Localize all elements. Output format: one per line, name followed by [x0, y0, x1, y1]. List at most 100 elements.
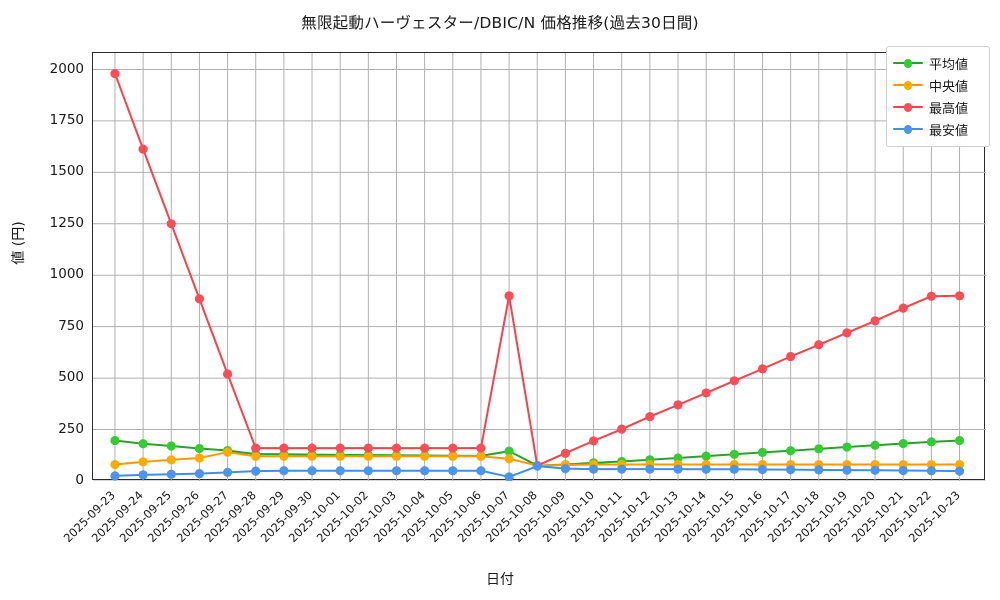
data-point: [645, 411, 655, 422]
data-point: [222, 369, 233, 379]
data-point: [110, 459, 120, 470]
data-point: [391, 451, 402, 461]
data-point: [560, 448, 570, 458]
data-point: [729, 464, 739, 474]
legend-item-1[interactable]: 中央値: [893, 74, 983, 96]
data-point: [532, 461, 542, 471]
legend-item-3[interactable]: 最安値: [893, 118, 983, 140]
y-tick-label: 1250: [49, 214, 84, 231]
y-tick-label: 1000: [49, 266, 84, 283]
y-tick-label: 0: [75, 472, 84, 488]
data-point: [363, 466, 373, 476]
data-point: [194, 453, 205, 463]
data-point: [588, 464, 599, 474]
data-point: [954, 466, 965, 476]
legend-item-2[interactable]: 最高値: [893, 96, 983, 118]
data-point: [814, 465, 824, 475]
data-point: [138, 144, 148, 154]
data-point: [110, 471, 120, 481]
data-point: [786, 465, 796, 475]
legend-marker-icon: [893, 78, 923, 92]
data-point: [166, 219, 176, 229]
data-point: [954, 459, 965, 470]
data-point: [391, 466, 402, 476]
data-point: [954, 435, 965, 446]
legend-marker-icon: [893, 100, 923, 114]
data-point: [617, 424, 627, 434]
legend-dot: [904, 103, 913, 112]
plot-svg: [93, 53, 986, 481]
data-point: [420, 451, 430, 461]
data-point: [870, 465, 880, 475]
data-point: [701, 464, 711, 474]
data-point: [898, 438, 908, 449]
data-point: [870, 316, 880, 326]
data-point: [307, 443, 317, 453]
data-point: [729, 449, 739, 459]
data-point: [954, 291, 965, 301]
data-point: [617, 464, 627, 474]
legend-marker-icon: [893, 56, 923, 70]
data-point: [476, 466, 486, 476]
data-point: [757, 447, 768, 457]
data-point: [645, 464, 655, 474]
data-point: [786, 446, 796, 456]
data-point: [729, 376, 739, 386]
y-tick-label: 250: [58, 420, 84, 437]
x-axis-tick-labels: 2025-09-23 2025-09-24 2025-09-25 2025-09-26…: [0, 480, 1000, 570]
legend-label: 中央値: [929, 79, 969, 95]
data-point: [814, 444, 824, 454]
data-point: [138, 439, 148, 449]
x-axis-label: 日付: [486, 572, 514, 588]
data-point: [335, 451, 345, 461]
data-point: [194, 443, 205, 454]
data-point: [673, 400, 683, 410]
data-point: [842, 442, 852, 452]
data-point: [701, 451, 711, 461]
data-point: [673, 464, 683, 474]
data-point: [757, 464, 768, 475]
data-point: [363, 443, 373, 453]
data-point: [870, 440, 880, 450]
data-point: [279, 443, 289, 453]
legend-label: 最安値: [929, 123, 969, 139]
data-point: [504, 291, 514, 301]
data-point: [420, 466, 430, 476]
data-point: [279, 451, 289, 461]
data-point: [420, 443, 430, 453]
data-point: [166, 469, 176, 479]
legend-label: 平均値: [929, 57, 969, 73]
data-point: [448, 451, 458, 461]
data-point: [701, 388, 711, 398]
data-point: [251, 443, 261, 453]
y-axis-tick-labels: 0 250 500 750 1000 1250 1500 1750 2000: [20, 52, 84, 489]
data-point: [673, 453, 683, 463]
data-point: [898, 303, 908, 313]
legend-marker-icon: [893, 122, 923, 136]
data-point: [166, 441, 176, 451]
data-point: [279, 466, 289, 476]
data-point: [194, 468, 205, 479]
data-point: [814, 340, 824, 350]
data-point: [588, 436, 599, 446]
legend-item-0[interactable]: 平均値: [893, 52, 983, 74]
data-point: [335, 466, 345, 476]
y-tick-label: 500: [58, 369, 84, 386]
y-tick-label: 1750: [49, 111, 84, 128]
data-point: [476, 451, 486, 461]
legend-dot: [904, 125, 913, 134]
data-point: [448, 466, 458, 476]
data-series-layer: [110, 68, 965, 481]
data-point: [842, 328, 852, 338]
data-point: [926, 437, 936, 447]
data-point: [110, 68, 120, 79]
data-point: [222, 467, 233, 477]
plot-area: [92, 52, 986, 481]
data-point: [335, 443, 345, 453]
chart-legend: 平均値中央値 最高値最安値: [886, 46, 990, 147]
data-point: [476, 443, 486, 453]
y-tick-label: 2000: [49, 60, 84, 77]
data-point: [110, 435, 120, 446]
data-point: [926, 291, 936, 301]
data-point: [504, 446, 514, 456]
